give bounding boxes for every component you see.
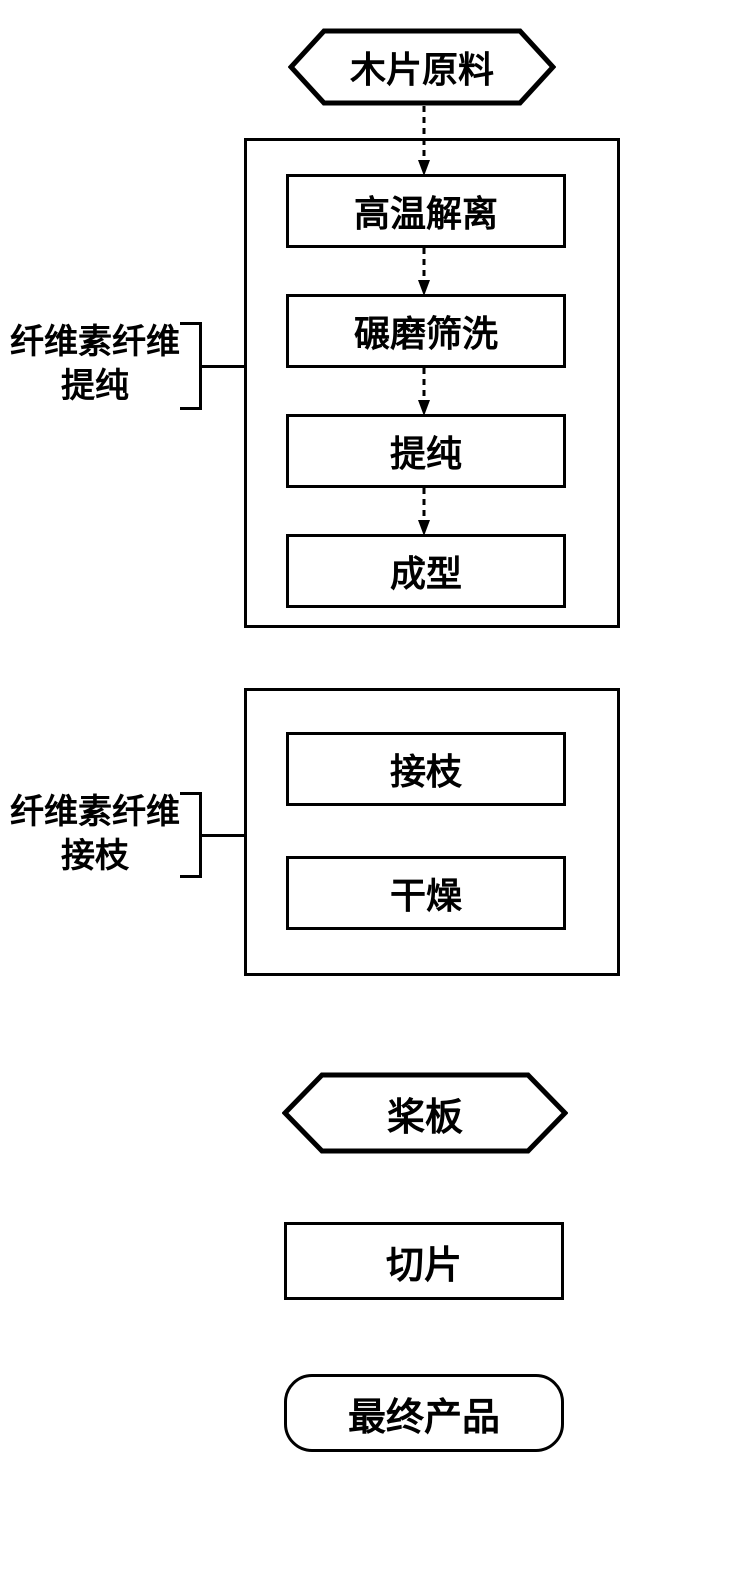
group1-label-line2: 提纯 [61, 367, 129, 405]
arrow-g1-1 [418, 248, 430, 296]
slice-box: 切片 [284, 1222, 564, 1300]
group1-bracket [180, 322, 202, 410]
group1-label-line1: 纤维素纤维 [10, 323, 180, 361]
group1-step-2-label: 提纯 [390, 425, 462, 477]
group1-connector [202, 365, 244, 368]
final-box: 最终产品 [284, 1374, 564, 1452]
group1-step-0: 高温解离 [286, 174, 566, 248]
title-hexagon-label: 木片原料 [350, 41, 494, 93]
pulp-hexagon: 桨板 [282, 1072, 568, 1154]
slice-box-label: 切片 [386, 1234, 462, 1289]
group1-step-3: 成型 [286, 534, 566, 608]
group2-bracket [180, 792, 202, 878]
group1-step-0-label: 高温解离 [354, 185, 498, 237]
group2-label: 纤维素纤维 接枝 [8, 790, 182, 878]
arrow-g1-3 [418, 488, 430, 536]
final-box-label: 最终产品 [348, 1386, 500, 1441]
group1-label: 纤维素纤维 提纯 [8, 320, 182, 408]
group2-connector [202, 834, 244, 837]
group1-step-1-label: 碾磨筛洗 [354, 305, 498, 357]
group2-step-1-label: 干燥 [390, 867, 462, 919]
group2-step-1: 干燥 [286, 856, 566, 930]
group2-label-line1: 纤维素纤维 [10, 793, 180, 831]
pulp-hexagon-label: 桨板 [387, 1086, 463, 1141]
group1-step-1: 碾磨筛洗 [286, 294, 566, 368]
group2-step-0-label: 接枝 [390, 743, 462, 795]
group1-step-2: 提纯 [286, 414, 566, 488]
group2-label-line2: 接枝 [61, 837, 129, 875]
arrow-g1-2 [418, 368, 430, 416]
group2-step-0: 接枝 [286, 732, 566, 806]
group1-step-3-label: 成型 [390, 545, 462, 597]
title-hexagon: 木片原料 [288, 28, 556, 106]
